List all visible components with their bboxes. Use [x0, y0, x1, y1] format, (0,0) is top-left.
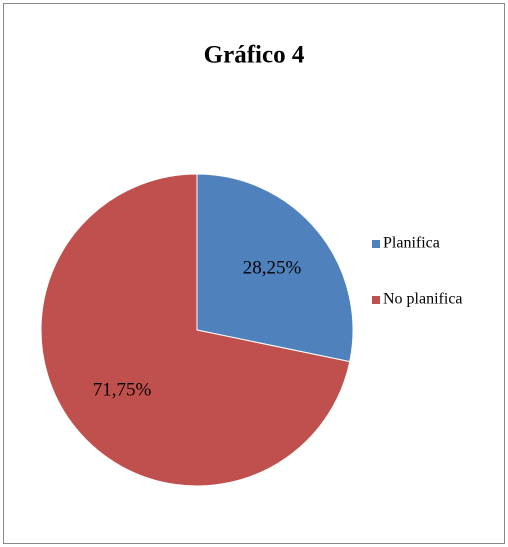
data-label: 28,25%	[243, 257, 302, 278]
pie-slice	[196, 173, 354, 363]
pie-slice	[40, 173, 351, 487]
legend-swatch	[372, 296, 380, 304]
legend-label: No planifica	[383, 291, 463, 308]
legend-swatch	[372, 240, 380, 248]
legend-label: Planifica	[383, 235, 440, 252]
chart-title: Gráfico 4	[204, 42, 305, 69]
data-label: 71,75%	[93, 379, 152, 400]
